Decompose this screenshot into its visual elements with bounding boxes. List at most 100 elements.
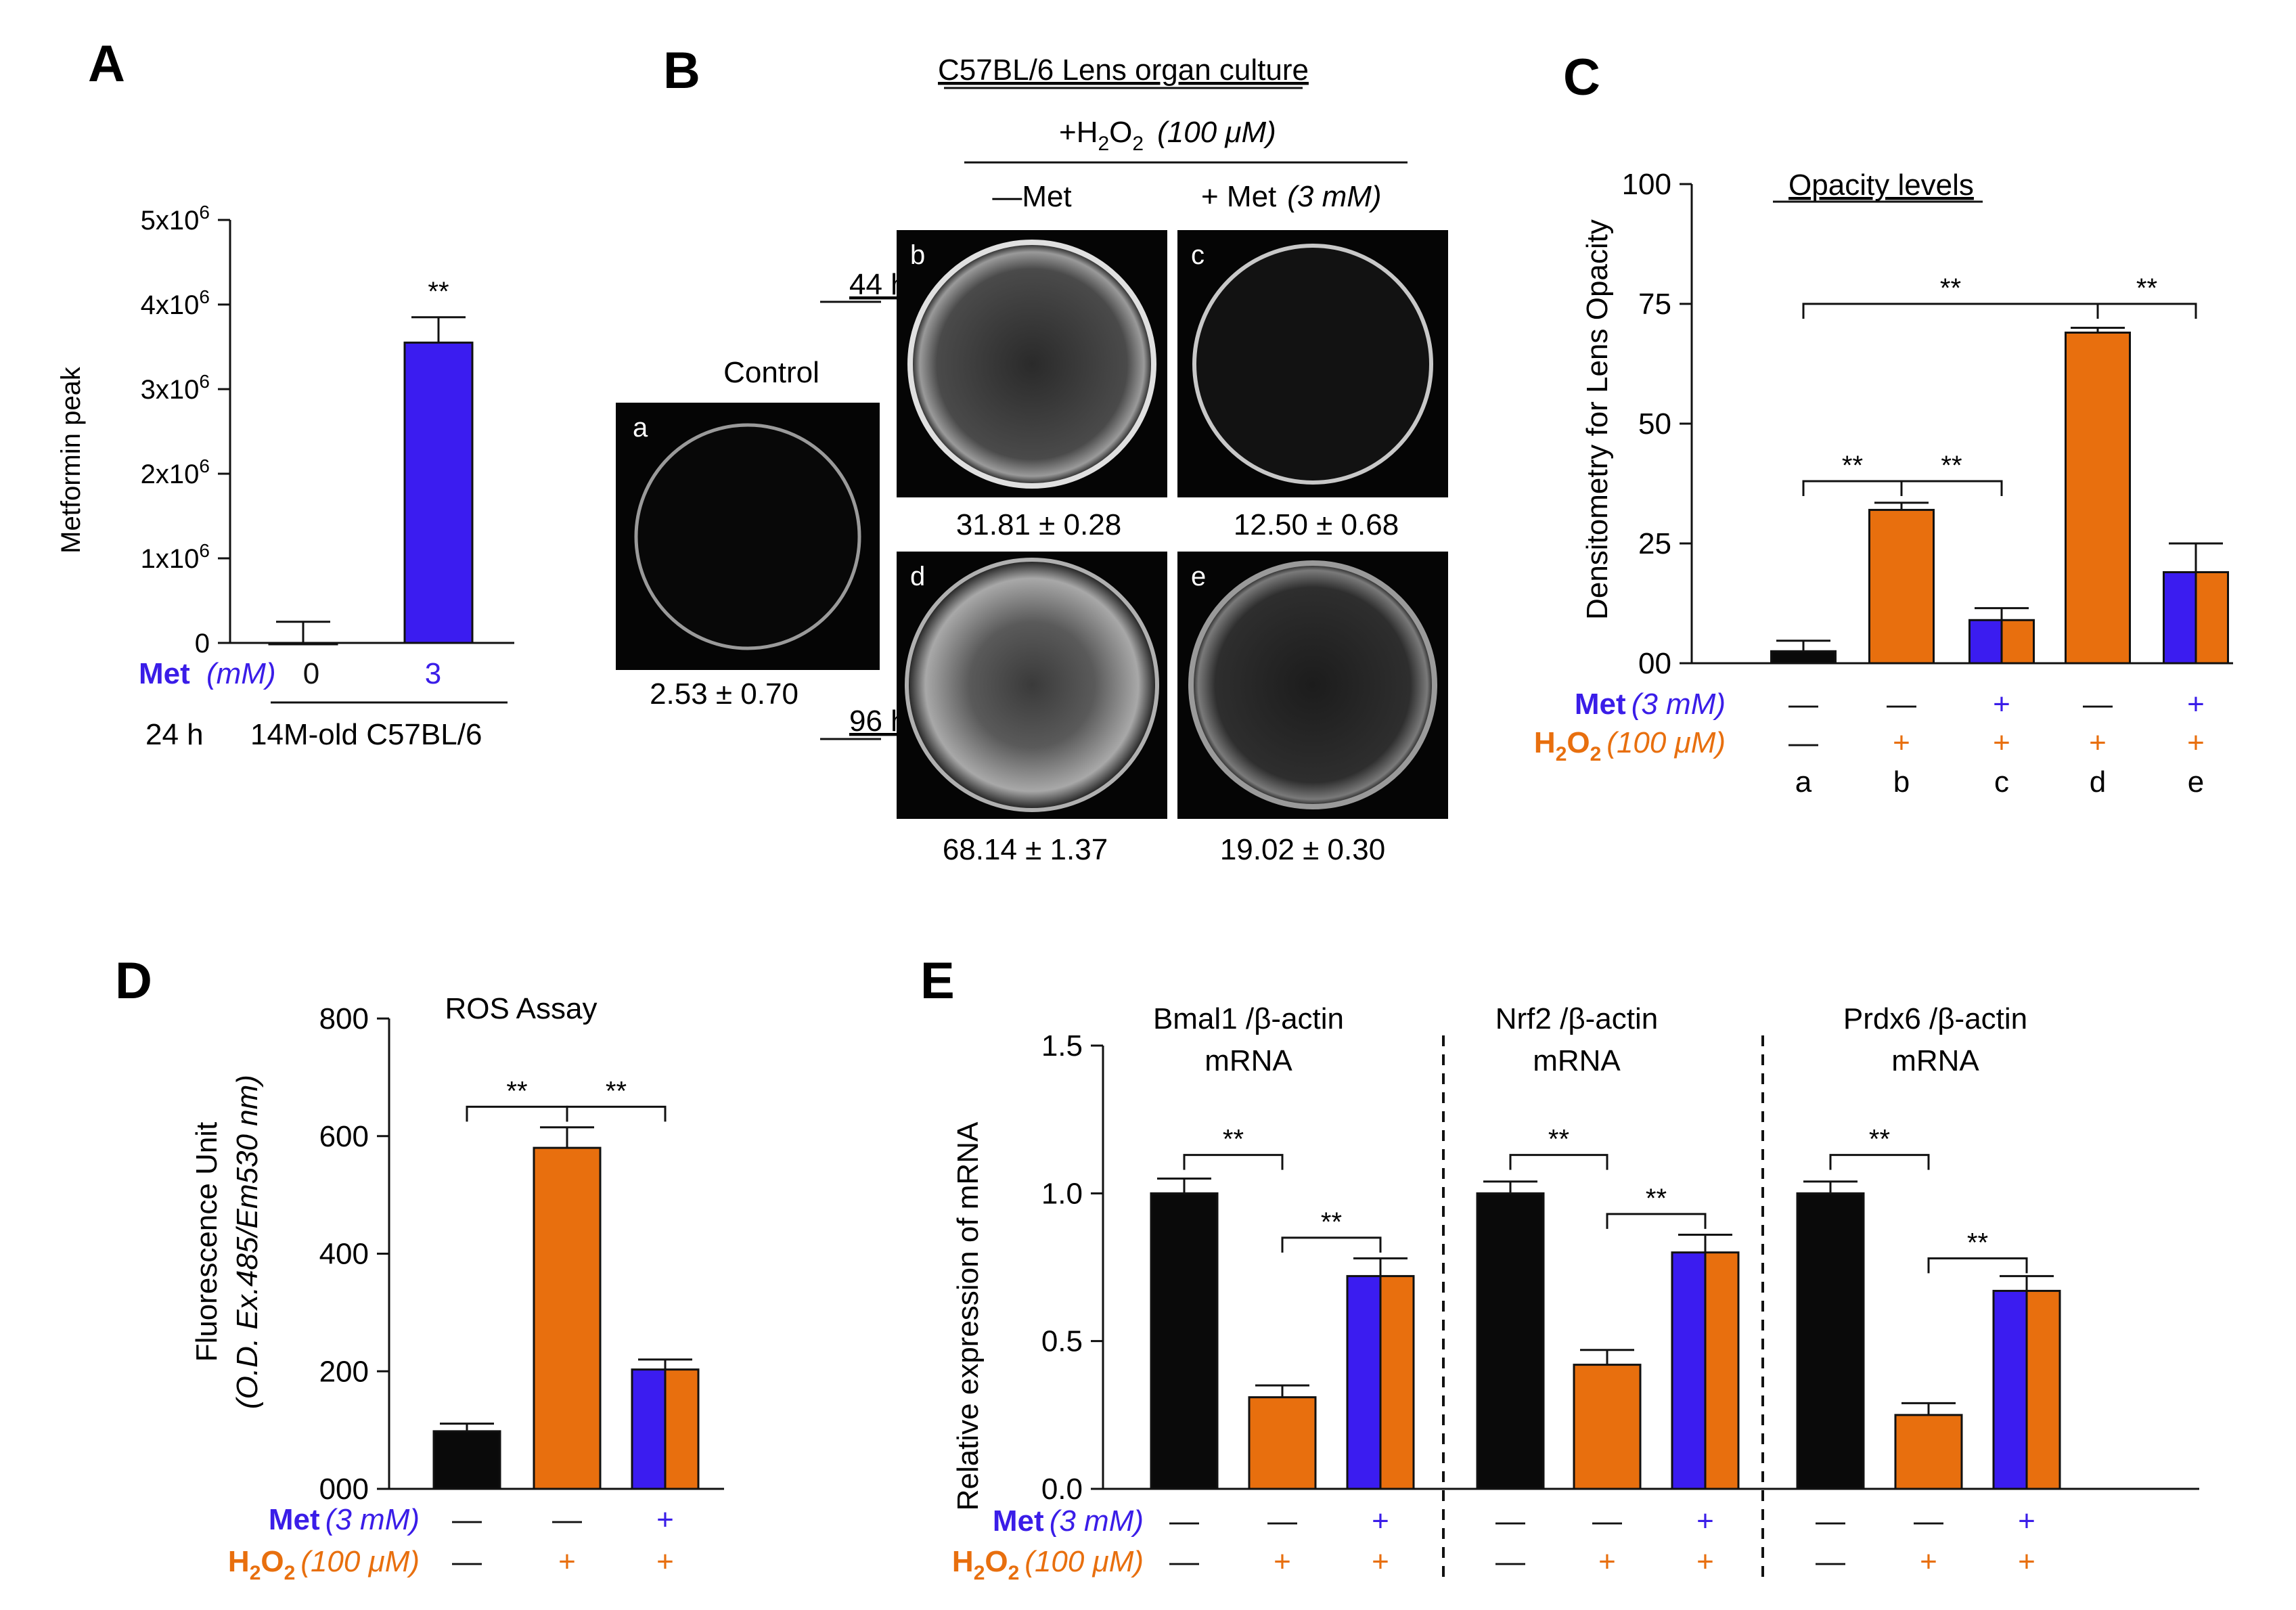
panel-e-g0-bar-0 — [1150, 1192, 1219, 1490]
panel-c-sig-1-label: ** — [1941, 451, 1962, 480]
panel-b-col-minus: —Met — [992, 180, 1071, 213]
lens-image-e: e — [1177, 552, 1448, 819]
panel-e-g2-bar-2-h2o2-half — [2025, 1289, 2061, 1490]
panel-a-ticklabel-1: 1x106 — [141, 540, 210, 574]
panel-label-d: D — [115, 952, 152, 1010]
panel-d-h2o2-2: + — [656, 1545, 674, 1578]
panel-d-yticks: 000 200 400 600 800 — [319, 1002, 724, 1506]
panel-e-group-0-title2: mRNA — [1205, 1044, 1292, 1077]
panel-c-bar-4-h2o2-half — [2194, 571, 2229, 665]
lens-letter-c: c — [1191, 240, 1205, 270]
panel-e-g1-h2o2-2: + — [1696, 1545, 1714, 1578]
panel-b-title: C57BL/6 Lens organ culture — [938, 53, 1309, 87]
panel-c-bar-2-met-half — [1968, 619, 2003, 665]
panel-label-a: A — [88, 35, 125, 93]
panel-e-ticklabel-2: 1.0 — [1041, 1177, 1083, 1210]
panel-e-g0-h2o2-label: H2O2 (100 μM) — [952, 1545, 1144, 1584]
panel-e-g2-sig-1-label: ** — [1967, 1228, 1988, 1257]
panel-e-ticklabel-0: 0.0 — [1041, 1473, 1083, 1506]
panel-c-bar-3 — [2065, 331, 2131, 665]
panel-e-g2-bar-2-met-half — [1992, 1289, 2028, 1490]
panel-a-met-unit: (mM) — [206, 657, 276, 690]
panel-a-ticklabel-3: 3x106 — [141, 371, 210, 405]
panel-e-g0-sig-1-bracket — [1281, 1236, 1382, 1253]
panel-e-g0-met-1: — — [1267, 1504, 1297, 1538]
lens-value-c: 12.50 ± 0.68 — [1234, 508, 1399, 541]
lens-image-c: c — [1177, 230, 1448, 497]
panel-e-ticklabel-1: 0.5 — [1041, 1325, 1083, 1358]
panel-e-significance: ** ** ** ** ** ** — [1183, 1125, 2028, 1274]
panel-c-sig-3-label: ** — [2136, 273, 2157, 303]
panel-b-col-plus: + Met (3 mM) — [1201, 180, 1382, 213]
panel-c-significance: ** ** ** ** — [1802, 273, 2197, 496]
panel-label-b: B — [663, 42, 700, 99]
panel-e-group-2-title1: Prdx6 /β-actin — [1843, 1002, 2027, 1035]
panel-c-ticklabel-4: 100 — [1622, 168, 1671, 201]
panel-d-met-label: Met (3 mM) — [269, 1503, 420, 1536]
panel-e-bars — [1150, 1178, 2061, 1490]
panel-d-h2o2-1: + — [558, 1545, 576, 1578]
panel-c-bar-0 — [1770, 650, 1837, 665]
panel-e-g1-bar-0 — [1476, 1192, 1545, 1490]
panel-a-met-label: Met — [139, 657, 190, 690]
panel-e-g2-bar-0 — [1796, 1192, 1865, 1490]
panel-a-yticks: 0 1x106 2x106 3x106 4x106 5x106 — [141, 202, 514, 658]
panel-e-g1-sig-0-label: ** — [1548, 1125, 1569, 1155]
panel-c-ticklabel-0: 00 — [1638, 647, 1671, 680]
panel-c-letter-3: d — [2090, 765, 2106, 799]
panel-c-ticklabel-3: 75 — [1638, 288, 1671, 321]
panel-e-g0-bar-2-met-half — [1346, 1275, 1382, 1490]
panel-c-yticks: 00 25 50 75 100 — [1622, 168, 2233, 680]
lens-value-b: 31.81 ± 0.28 — [956, 508, 1121, 541]
panel-e-g0-h2o2-2: + — [1372, 1545, 1389, 1578]
panel-e-g0-bar-1 — [1248, 1396, 1317, 1490]
panel-c-title: Opacity levels — [1788, 169, 1974, 202]
panel-a-bar-0 — [268, 642, 338, 646]
panel-d-sig-1-bracket — [566, 1105, 667, 1122]
panel-c-ylabel: Densitometry for Lens Opacity — [1581, 219, 1614, 620]
panel-a-strain: 14M-old C57BL/6 — [250, 718, 482, 751]
lens-value-d: 68.14 ± 1.37 — [943, 833, 1108, 866]
panel-d-ylabel: Fluorescence Unit — [190, 1122, 223, 1362]
panel-d-sig-0-label: ** — [506, 1076, 527, 1106]
panel-c-h2o2-4: + — [2187, 726, 2205, 759]
panel-e-g0-bar-2-h2o2-half — [1379, 1275, 1415, 1490]
panel-d-ticklabel-3: 600 — [319, 1120, 369, 1153]
panel-e-g0-met-0: — — [1169, 1504, 1199, 1538]
panel-c-h2o2-label: H2O2 (100 μM) — [1534, 726, 1726, 765]
panel-a-dose-0: 0 — [303, 657, 319, 690]
lens-image-d: d — [897, 552, 1167, 819]
panel-e-g0-met-2: + — [1372, 1504, 1389, 1538]
panel-c-bar-1 — [1868, 508, 1935, 665]
panel-e-group-0-title1: Bmal1 /β-actin — [1153, 1002, 1344, 1035]
panel-e-g0-sig-0-label: ** — [1223, 1125, 1244, 1155]
panel-e-g0-sig-1-label: ** — [1321, 1207, 1342, 1237]
panel-e-g1-h2o2-1: + — [1598, 1545, 1616, 1578]
panel-c-h2o2-0: — — [1788, 726, 1818, 759]
panel-e-g2-met-0: — — [1816, 1504, 1845, 1538]
lens-value-e: 19.02 ± 0.30 — [1220, 833, 1385, 866]
panel-e-g2-met-2: + — [2018, 1504, 2035, 1538]
panel-d-ticklabel-1: 200 — [319, 1355, 369, 1388]
lens-image-b: b — [897, 230, 1167, 497]
panel-a-chart: Metformin peak 0 1x106 2x106 3x106 4x106 5x10… — [56, 202, 514, 751]
panel-e-g1-met-2: + — [1696, 1504, 1714, 1538]
panel-e-group-1-title1: Nrf2 /β-actin — [1495, 1002, 1658, 1035]
panel-d-bar-2-h2o2-half — [664, 1368, 700, 1490]
panel-e-chart: Relative expression of mRNA 0.0 0.5 1.0 1.5… — [951, 1002, 2199, 1584]
panel-label-c: C — [1563, 49, 1600, 106]
panel-e-g2-sig-0-label: ** — [1869, 1125, 1890, 1155]
panel-d-bar-1 — [533, 1146, 602, 1490]
lens-letter-a: a — [633, 413, 648, 443]
panel-e-g0-sig-0-bracket — [1183, 1154, 1284, 1170]
panel-a-ticklabel-4: 4x106 — [141, 286, 210, 320]
panel-d-h2o2-label: H2O2 (100 μM) — [228, 1545, 420, 1584]
panel-d-title: ROS Assay — [445, 992, 598, 1025]
lens-image-a: a — [616, 403, 880, 670]
panel-e-ticklabel-3: 1.5 — [1041, 1029, 1083, 1063]
panel-d-sig-1-label: ** — [606, 1076, 627, 1106]
panel-d-bar-2-met-half — [631, 1368, 667, 1490]
panel-c-chart: Densitometry for Lens Opacity Opacity le… — [1534, 168, 2233, 799]
panel-e-ylabel: Relative expression of mRNA — [951, 1121, 985, 1511]
